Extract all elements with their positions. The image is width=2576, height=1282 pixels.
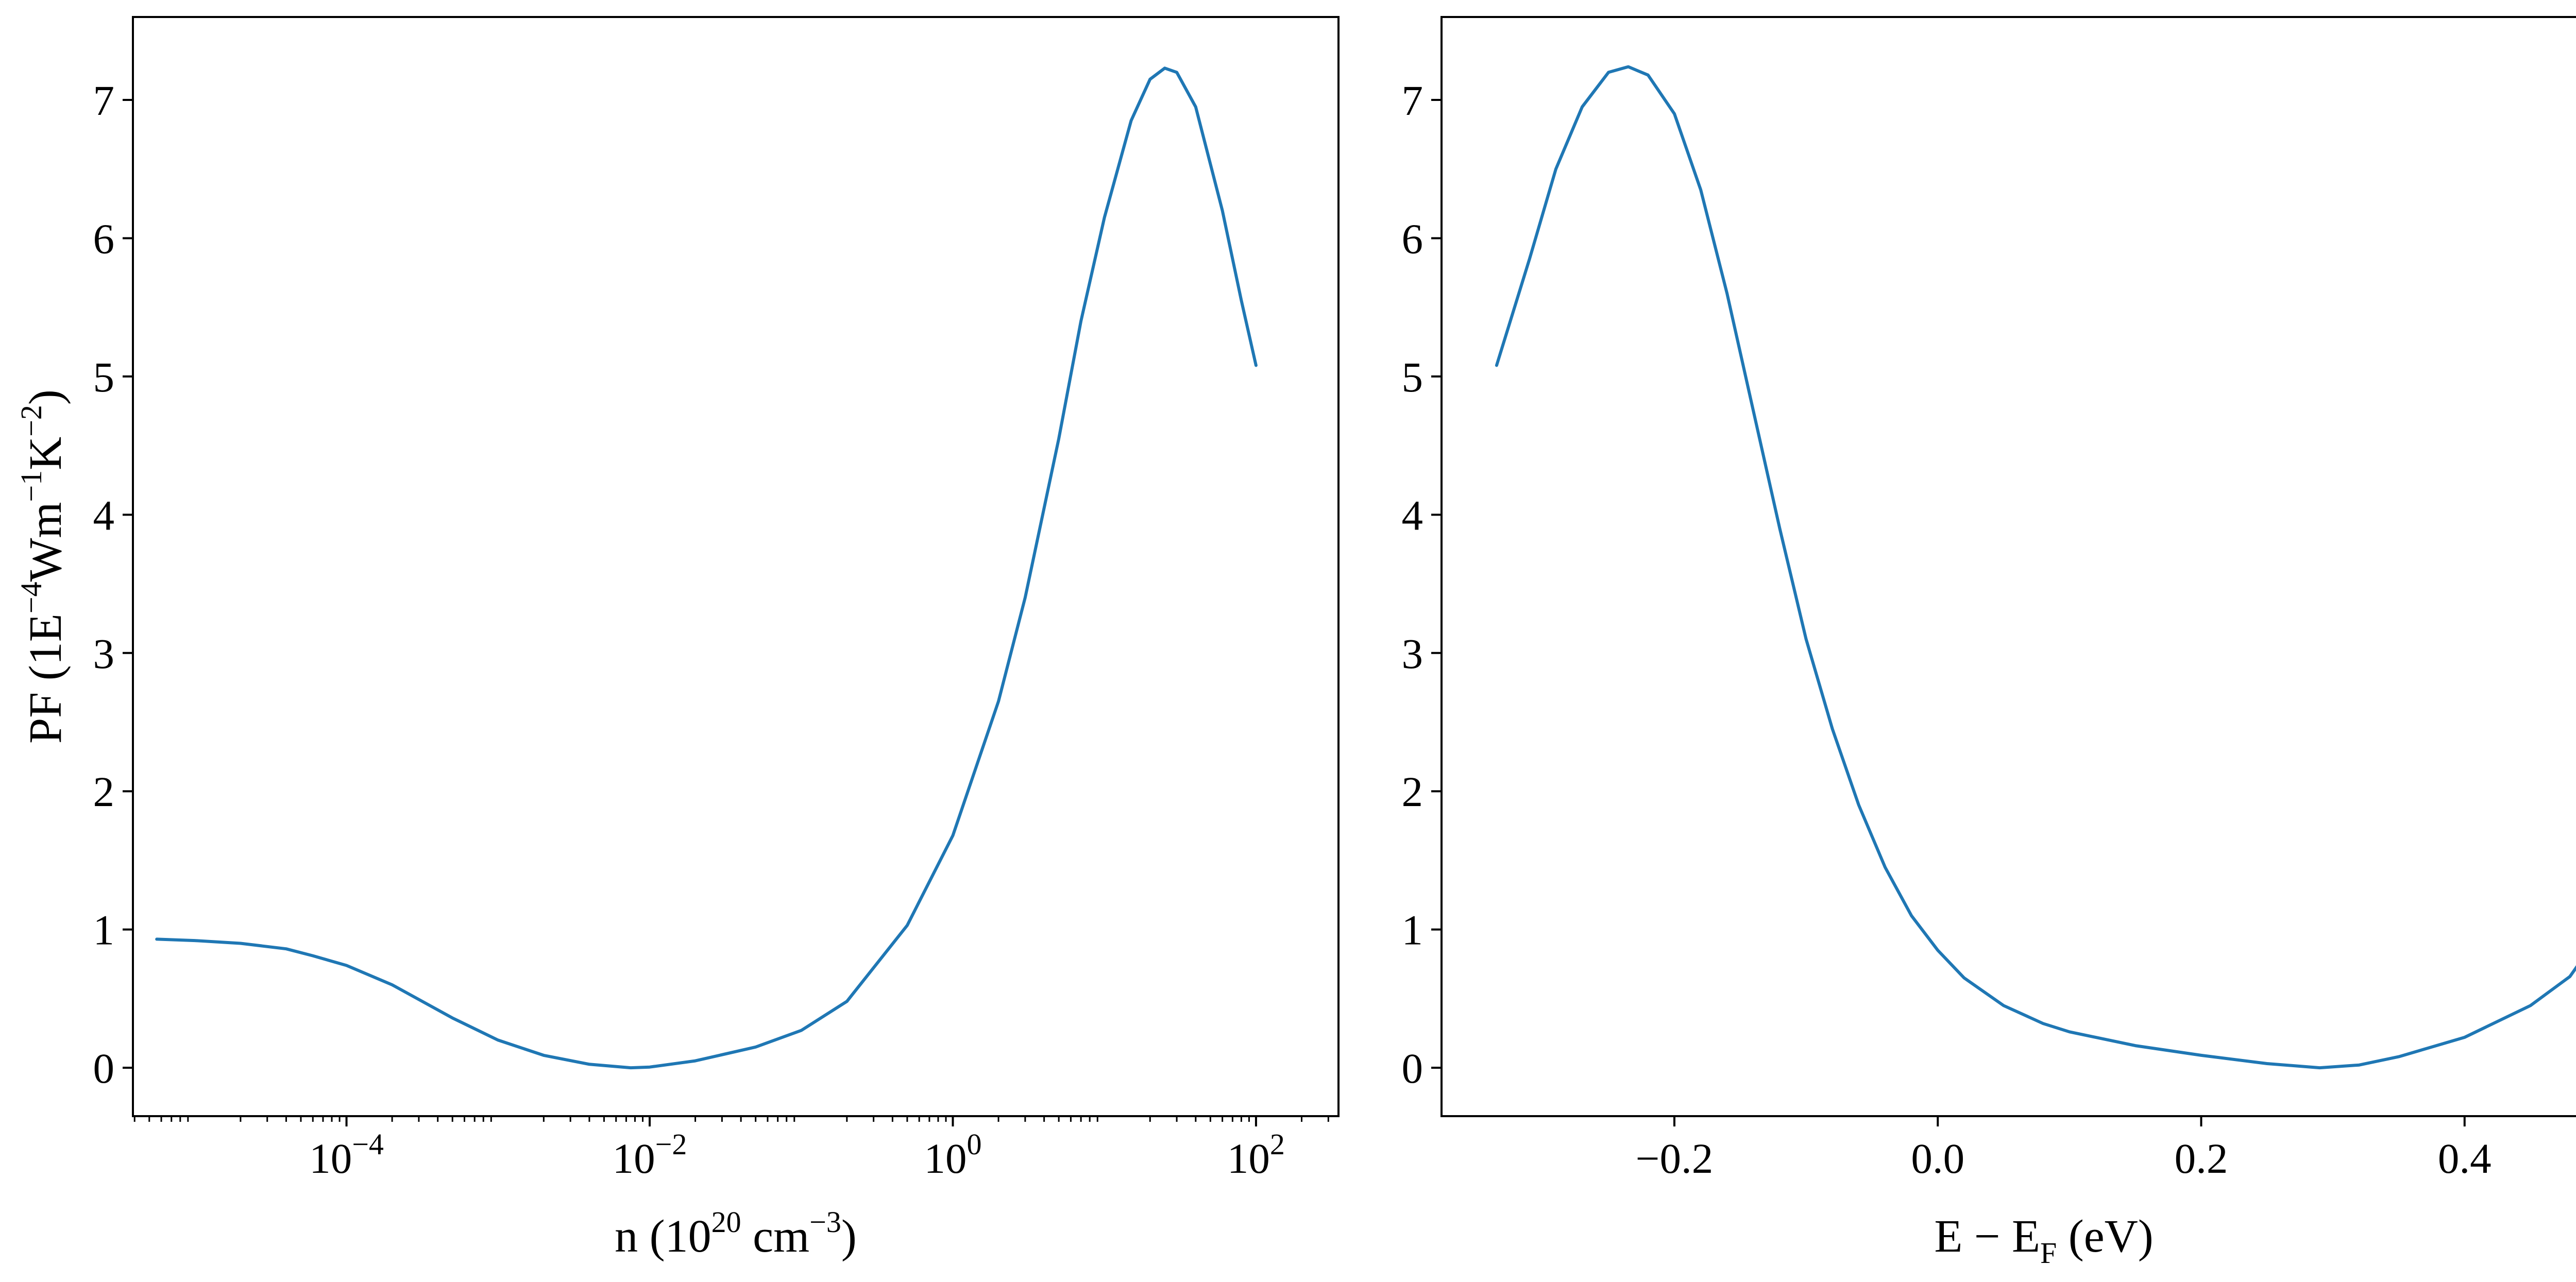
- right-xlabel-pre: E − E: [1934, 1211, 2040, 1262]
- right-x-tick-label: 0.0: [1911, 1135, 1964, 1182]
- left-ylabel-pre: PF (1E: [20, 613, 71, 744]
- left-ylabel-mid1: Wm: [20, 502, 71, 582]
- right-y-tick-label: 1: [1402, 907, 1423, 954]
- left-xlabel-mid: cm: [741, 1211, 809, 1262]
- left-y-tick-label: 3: [93, 630, 115, 677]
- right-y-tick-label: 7: [1402, 77, 1423, 124]
- right-y-tick-label: 5: [1402, 353, 1423, 401]
- left-ylabel-mid2: K: [20, 437, 71, 470]
- left-x-tick-label: 102: [1227, 1127, 1285, 1182]
- right-y-tick-label: 2: [1402, 768, 1423, 815]
- right-y-tick-label: 4: [1402, 491, 1423, 539]
- left-y-tick-label: 4: [93, 491, 115, 539]
- left-series-line: [155, 66, 1258, 1070]
- left-ylabel-sup1: −4: [14, 582, 48, 614]
- right-x-tick-label: −0.2: [1636, 1135, 1714, 1182]
- left-ticks: 0 1 2 3 4 5 6 7 10−4 10−2 100 102: [93, 77, 1329, 1182]
- right-xlabel-sub: F: [2040, 1236, 2057, 1270]
- left-xlabel-sup2: −3: [809, 1205, 841, 1239]
- left-x-axis-label: n (1020 cm−3): [615, 1205, 857, 1262]
- right-plot-frame: [1440, 16, 2576, 1117]
- right-x-tick-label: 0.4: [2438, 1135, 2492, 1182]
- left-chart-panel: 0 1 2 3 4 5 6 7 10−4 10−2 100 102 n (1020 cm−3) PF …: [14, 16, 1340, 1262]
- right-chart-panel: 0 1 2 3 4 5 6 7 −0.2 0.0 0.2 0.4 E − EF (eV): [1402, 16, 2576, 1270]
- left-y-tick-label: 6: [93, 215, 115, 262]
- left-xlabel-sup1: 20: [711, 1205, 741, 1239]
- right-xlabel-post: (eV): [2057, 1211, 2153, 1262]
- right-series-line: [1495, 65, 2576, 1070]
- left-x-tick-label: 10−2: [613, 1127, 687, 1182]
- right-y-tick-label: 3: [1402, 630, 1423, 677]
- left-xlabel-post: ): [841, 1211, 857, 1262]
- right-y-tick-label: 6: [1402, 215, 1423, 262]
- right-x-axis-label: E − EF (eV): [1934, 1211, 2153, 1270]
- left-ylabel-post: ): [20, 389, 71, 405]
- left-y-tick-label: 7: [93, 77, 115, 124]
- left-ylabel-sup3: −2: [14, 405, 48, 437]
- left-ylabel-sup2: −1: [14, 470, 48, 502]
- left-x-tick-label: 100: [924, 1127, 981, 1182]
- left-y-tick-label: 2: [93, 768, 115, 815]
- left-y-tick-label: 5: [93, 353, 115, 401]
- left-y-axis-label: PF (1E−4Wm−1K−2): [14, 389, 71, 744]
- right-y-tick-label: 0: [1402, 1045, 1423, 1092]
- left-x-tick-label: 10−4: [309, 1127, 384, 1182]
- left-y-tick-label: 1: [93, 907, 115, 954]
- right-x-tick-label: 0.2: [2175, 1135, 2228, 1182]
- left-plot-frame: [132, 16, 1340, 1117]
- left-xlabel-pre: n (10: [615, 1211, 711, 1262]
- left-y-tick-label: 0: [93, 1045, 115, 1092]
- right-ticks: 0 1 2 3 4 5 6 7 −0.2 0.0 0.2 0.4: [1402, 77, 2492, 1182]
